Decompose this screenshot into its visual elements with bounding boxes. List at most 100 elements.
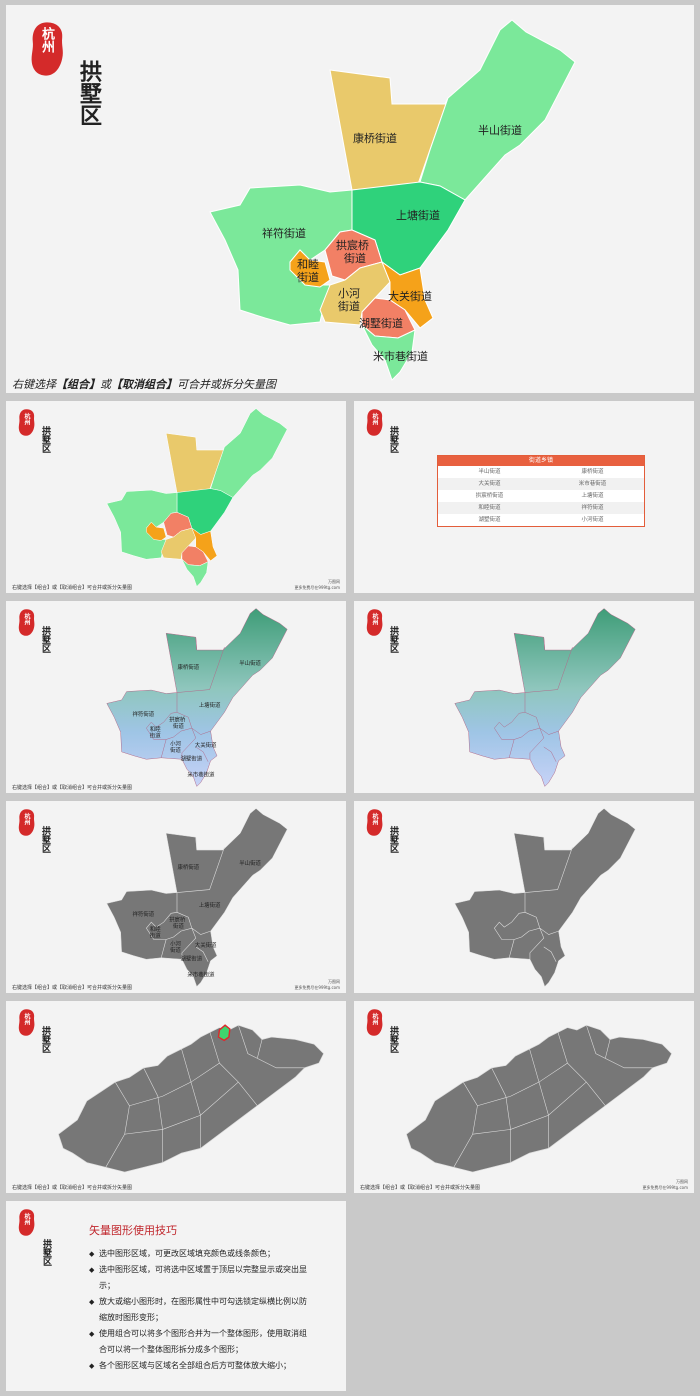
caption-prefix: 右键选择 xyxy=(12,378,56,391)
district-title: 拱墅区 xyxy=(76,60,102,126)
seal-text: 杭州 xyxy=(371,613,378,625)
label-daguan: 大关街道 xyxy=(195,941,217,949)
label-banshan: 半山街道 xyxy=(478,123,522,137)
label-shangtang: 上塘街道 xyxy=(199,701,221,709)
label-xiaohe-1: 小河 xyxy=(170,739,181,747)
label-banshan: 半山街道 xyxy=(239,659,261,667)
caption-ungroup: 【取消组合】 xyxy=(111,378,177,391)
label-shangtang: 上塘街道 xyxy=(199,901,221,909)
seal-text: 杭州 xyxy=(371,813,378,825)
label-heshui-1: 和睦 xyxy=(297,258,319,271)
slide-thumb-colored[interactable]: 拱墅区 右键选择【组合】或【取消组合】可合并或拆分矢量图 万图网 更多免费尽在99… xyxy=(6,401,346,593)
seal-text: 杭州 xyxy=(23,813,30,825)
seal-text: 杭州 xyxy=(371,413,378,425)
label-xiangfu: 祥符街道 xyxy=(133,710,155,718)
label-hushu: 湖墅街道 xyxy=(180,754,202,762)
district-map-gray-plain xyxy=(454,808,636,987)
tips-list: 选中图形区域，可更改区域填充颜色或线条颜色；选中图形区域，可将选中区域置于顶层以… xyxy=(89,1246,311,1374)
label-kangqiao: 康桥街道 xyxy=(177,663,199,671)
district-title: 拱墅区 xyxy=(388,426,398,453)
seal-text: 杭州 xyxy=(23,413,30,425)
slide-gray-plain[interactable]: 拱墅区 杭州 xyxy=(354,801,694,993)
tip-item: 各个图形区域与区域名全部组合后方可整体放大缩小； xyxy=(89,1358,311,1374)
table-cell: 半山街道 xyxy=(478,469,501,475)
watermark: 万图网 更多免费尽在999tg.com xyxy=(642,1179,688,1190)
caption-small: 右键选择【组合】或【取消组合】可合并或拆分矢量图 xyxy=(12,785,133,791)
watermark: 万图网 更多免费尽在999tg.com xyxy=(294,979,340,990)
label-gongchenqiao-2: 街道 xyxy=(173,922,184,930)
table-cell: 上塘街道 xyxy=(581,493,604,499)
district-map-gradient-plain xyxy=(454,608,636,787)
seal-text: 杭州 xyxy=(371,1013,378,1025)
label-mishixiang: 米市巷街道 xyxy=(187,771,215,779)
caption-small: 右键选择【组合】或【取消组合】可合并或拆分矢量图 xyxy=(12,585,133,591)
label-gongchenqiao-2: 街道 xyxy=(173,722,184,730)
label-xiaohe-2: 街道 xyxy=(170,946,181,954)
label-hushu: 湖墅街道 xyxy=(359,316,403,330)
seal-text: 杭州 xyxy=(39,27,54,53)
table-row: 湖墅街道 小河街道 xyxy=(438,514,644,526)
district-title: 拱墅区 xyxy=(40,826,50,853)
table-row: 拱宸桥街道 上塘街道 xyxy=(438,490,644,502)
district-title: 拱墅区 xyxy=(40,426,50,453)
district-map-thumb xyxy=(106,408,288,587)
slide-city-highlight[interactable]: 拱墅区 右键选择【组合】或【取消组合】可合并或拆分矢量图 杭州 xyxy=(6,1001,346,1193)
district-title: 拱墅区 xyxy=(40,1026,50,1053)
table-cell: 大关街道 xyxy=(478,481,501,487)
district-title: 拱墅区 xyxy=(41,1239,51,1266)
seal-text: 杭州 xyxy=(23,1013,30,1025)
caption-suffix: 可合并或拆分矢量图 xyxy=(177,378,276,391)
label-xiangfu: 祥符街道 xyxy=(133,910,155,918)
table-cell: 湖墅街道 xyxy=(478,517,501,523)
table-cell: 米市巷街道 xyxy=(578,481,607,487)
watermark: 万图网 更多免费尽在999tg.com xyxy=(294,579,340,590)
caption: 右键选择【组合】或【取消组合】可合并或拆分矢量图 xyxy=(12,376,276,392)
label-xiaohe-1: 小河 xyxy=(338,287,360,300)
slide-gradient-plain[interactable]: 拱墅区 杭州 xyxy=(354,601,694,793)
label-gongchenqiao-2: 街道 xyxy=(344,251,366,265)
label-banshan: 半山街道 xyxy=(239,859,261,867)
label-heshui-1: 和睦 xyxy=(150,925,161,933)
table-cell: 和睦街道 xyxy=(478,505,501,511)
caption-group: 【组合】 xyxy=(56,378,100,391)
city-map-highlight xyxy=(58,1024,324,1173)
label-mishixiang: 米市巷街道 xyxy=(187,971,215,979)
table-cell: 康桥街道 xyxy=(581,469,604,475)
table-row: 和睦街道 祥符街道 xyxy=(438,502,644,514)
label-xiaohe-2: 街道 xyxy=(338,299,360,313)
label-mishixiang: 米市巷街道 xyxy=(373,349,428,363)
district-map-gray: 康桥街道 半山街道 上塘街道 祥符街道 拱宸桥 街道 和睦 街道 小河 街道 大… xyxy=(106,808,288,987)
tip-item: 选中图形区域，可更改区域填充颜色或线条颜色； xyxy=(89,1246,311,1262)
label-kangqiao: 康桥街道 xyxy=(353,131,397,145)
slide-city-plain[interactable]: 拱墅区 右键选择【组合】或【取消组合】可合并或拆分矢量图 万图网 更多免费尽在99… xyxy=(354,1001,694,1193)
label-gongchenqiao-1: 拱宸桥 xyxy=(169,716,186,724)
slide-gray-labeled[interactable]: 拱墅区 康桥街道 半山街道 上塘街道 祥符街道 拱宸桥 街道 和睦 街道 小河 … xyxy=(6,801,346,993)
label-shangtang: 上塘街道 xyxy=(396,208,440,222)
label-kangqiao: 康桥街道 xyxy=(177,863,199,871)
highlighted-district xyxy=(217,1024,231,1042)
table-cell: 小河街道 xyxy=(581,517,604,523)
slide-main: 杭州 拱墅区 康桥街道 半山街道 上塘街道 祥符街道 拱宸桥 街道 和睦 街道 … xyxy=(6,5,694,393)
label-hushu: 湖墅街道 xyxy=(180,954,202,962)
district-title: 拱墅区 xyxy=(388,1026,398,1053)
label-heshui-2: 街道 xyxy=(150,932,161,940)
table-cell: 祥符街道 xyxy=(581,505,604,511)
tip-item: 使用组合可以将多个图形合并为一个整体图形，使用取消组合可以将一个整体图形拆分成多… xyxy=(89,1326,311,1358)
label-xiangfu: 祥符街道 xyxy=(262,226,306,240)
label-gongchenqiao-1: 拱宸桥 xyxy=(169,916,186,924)
table-row: 半山街道 康桥街道 xyxy=(438,466,644,478)
tips-title: 矢量图形使用技巧 xyxy=(89,1224,177,1237)
city-map-plain xyxy=(406,1024,672,1173)
caption-or: 或 xyxy=(100,378,111,391)
label-xiaohe-1: 小河 xyxy=(170,939,181,947)
tip-item: 选中图形区域，可将选中区域置于顶层以完整显示或突出显示； xyxy=(89,1262,311,1294)
label-heshui-1: 和睦 xyxy=(150,725,161,733)
district-map[interactable]: 康桥街道 半山街道 上塘街道 祥符街道 拱宸桥 街道 和睦 街道 小河 街道 大… xyxy=(6,5,694,393)
district-title: 拱墅区 xyxy=(388,826,398,853)
slide-gradient-labeled[interactable]: 拱墅区 康桥街道 半山街道 上塘街道 祥符街道 拱宸桥 街道 和睦 街道 小河 … xyxy=(6,601,346,793)
table-header: 街道乡镇 xyxy=(438,456,644,466)
district-title: 拱墅区 xyxy=(40,626,50,653)
table-row: 大关街道 米市巷街道 xyxy=(438,478,644,490)
district-map-gradient: 康桥街道 半山街道 上塘街道 祥符街道 拱宸桥 街道 和睦 街道 小河 街道 大… xyxy=(106,608,288,787)
seal-text: 杭州 xyxy=(23,1213,30,1225)
